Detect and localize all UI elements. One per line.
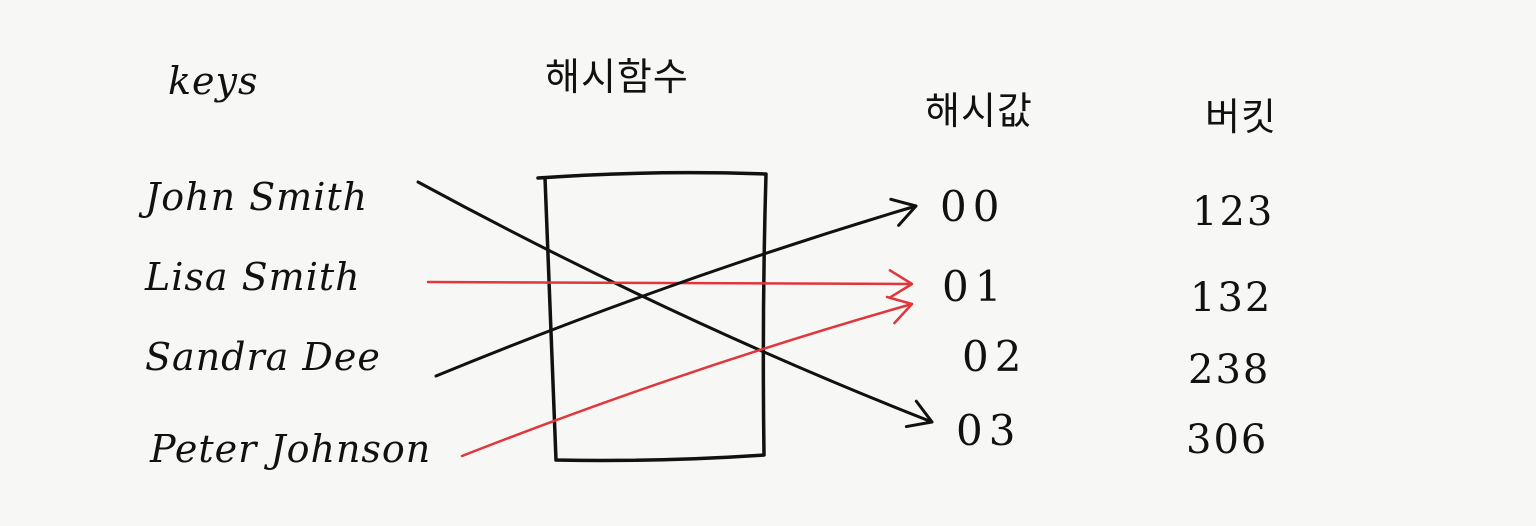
hash-value-03: 03 <box>956 406 1022 455</box>
bucket-238: 238 <box>1188 347 1271 393</box>
hash-value-01: 01 <box>942 262 1008 311</box>
key-lisa-smith: Lisa Smith <box>145 255 361 299</box>
mapping-arrow-3 <box>434 204 918 378</box>
bucket-header: 버킷 <box>1205 95 1277 139</box>
bucket-123: 123 <box>1192 189 1275 235</box>
hash-function-box <box>536 170 768 463</box>
mapping-arrow-4 <box>460 302 914 458</box>
mapping-arrow-2 <box>426 280 914 286</box>
bucket-306: 306 <box>1186 417 1269 463</box>
bucket-132: 132 <box>1190 275 1273 321</box>
hash-value-00: 00 <box>940 182 1006 231</box>
key-peter-johnson: Peter Johnson <box>150 427 432 471</box>
keys-header: keys <box>168 59 259 103</box>
mapping-arrow-head-3 <box>889 197 918 227</box>
mapping-arrow-head-4 <box>885 295 914 325</box>
mapping-arrow-head-2 <box>888 269 914 299</box>
hash-value-02: 02 <box>962 332 1028 381</box>
hash-function-header: 해시함수 <box>545 55 689 99</box>
key-sandra-dee: Sandra Dee <box>145 335 381 379</box>
mapping-arrow-head-1 <box>904 399 934 429</box>
key-john-smith: John Smith <box>145 175 369 219</box>
mapping-arrow-1 <box>416 180 934 424</box>
hash-value-header: 해시값 <box>925 89 1033 133</box>
